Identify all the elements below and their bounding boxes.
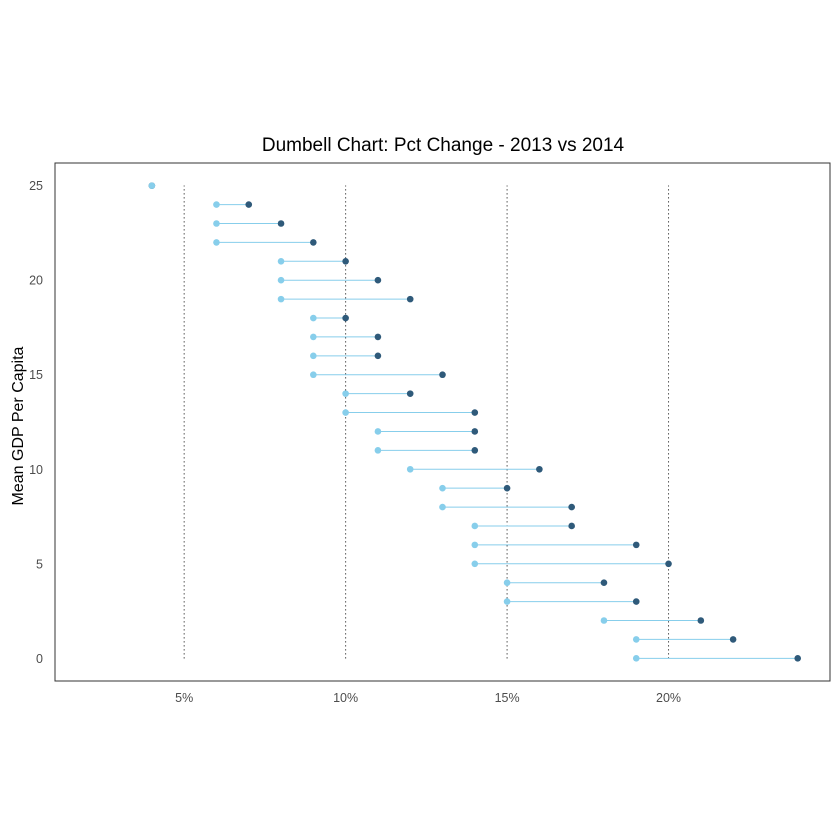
start-point [503, 579, 511, 586]
start-point [632, 655, 640, 662]
start-point [310, 371, 317, 379]
start-point [503, 598, 511, 605]
end-point [245, 201, 253, 208]
end-point [632, 598, 640, 605]
start-point [471, 560, 479, 568]
start-point [600, 617, 608, 624]
start-point [213, 201, 220, 208]
end-point [503, 484, 511, 492]
end-point [536, 465, 543, 473]
y-tick-label: 20 [29, 274, 43, 288]
start-point [277, 295, 285, 303]
start-point [439, 484, 446, 492]
x-axis-ticks: 5% 10% 15% 20% [175, 691, 681, 705]
x-tick-label: 5% [175, 691, 193, 705]
x-tick-label: 10% [333, 691, 358, 705]
end-point [568, 522, 575, 530]
start-point [213, 239, 220, 246]
dumbbell-points [148, 182, 802, 662]
start-point [213, 220, 220, 227]
end-point [374, 333, 382, 341]
end-point [568, 503, 575, 511]
end-point [406, 390, 414, 397]
start-point [342, 409, 349, 416]
start-point [374, 447, 382, 454]
end-point [406, 295, 414, 303]
y-tick-label: 10 [29, 463, 43, 477]
y-axis-ticks: 0 5 10 15 20 25 [29, 179, 43, 666]
y-tick-label: 0 [36, 652, 43, 666]
end-point [665, 560, 672, 568]
y-tick-label: 15 [29, 368, 43, 382]
end-point [471, 409, 479, 416]
plot-panel-border [54, 162, 831, 682]
reference-lines [183, 185, 670, 659]
end-point [632, 541, 640, 549]
end-point [342, 258, 349, 265]
y-tick-label: 5 [36, 557, 43, 571]
end-point [310, 239, 317, 246]
end-point [697, 617, 705, 624]
start-point [310, 314, 317, 322]
start-point [632, 636, 640, 643]
x-tick-label: 15% [495, 691, 520, 705]
end-point [471, 447, 479, 454]
end-point [471, 428, 479, 435]
start-point [439, 503, 446, 511]
start-point [406, 465, 414, 473]
end-point [439, 371, 446, 379]
end-point [729, 636, 737, 643]
start-point [277, 276, 285, 284]
end-point [794, 655, 802, 662]
start-point [471, 541, 479, 549]
start-point [148, 182, 156, 189]
end-point [342, 314, 349, 322]
start-point [471, 522, 479, 530]
start-point [374, 428, 382, 435]
start-point [277, 258, 285, 265]
y-tick-label: 25 [29, 179, 43, 193]
start-point [310, 352, 317, 360]
start-point [310, 333, 317, 341]
dumbbell-segments [216, 204, 798, 659]
end-point [277, 220, 285, 227]
end-point [374, 352, 382, 360]
end-point [600, 579, 608, 586]
start-point [342, 390, 349, 397]
chart-title: Dumbell Chart: Pct Change - 2013 vs 2014 [262, 135, 625, 156]
x-tick-label: 20% [656, 691, 681, 705]
y-axis-label: Mean GDP Per Capita [10, 346, 27, 505]
end-point [374, 276, 382, 284]
